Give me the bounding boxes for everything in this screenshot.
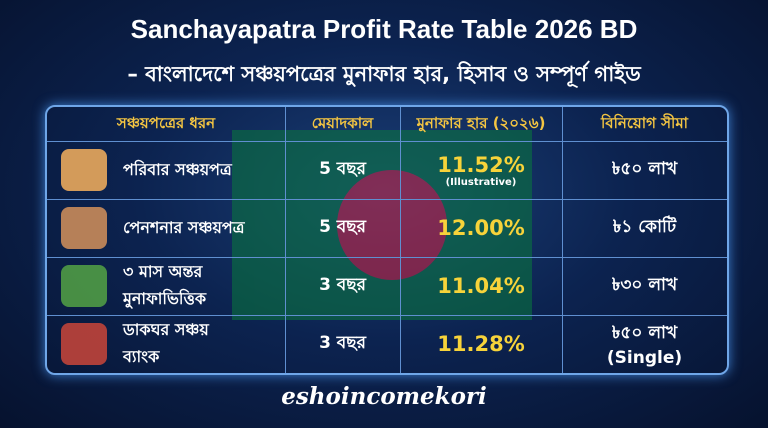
row-icon [61,265,107,307]
column-divider [285,107,286,373]
term-cell: 3 বছর [285,315,400,373]
limit-note: (Single) [606,348,683,368]
column-header-text: বিনিয়োগ সীমা [600,113,689,132]
type-text: ব্যাংক [123,347,160,366]
type-cell: পেনশনার সঞ্চয়পত্র [47,199,285,257]
column-header: মুনাফার হার (২০২৬) [400,107,562,141]
rate-cell: 11.52% (Illustrative) [400,141,562,199]
rate-cell: 11.04% [400,257,562,315]
rate-text: 11.28% [437,332,525,356]
column-header: বিনিয়োগ সীমা [562,107,727,141]
brand: eshoincomekori [281,383,487,410]
row-divider [47,257,727,258]
subtitle: – বাংলাদেশে সঞ্চয়পত্রের মুনাফার হার, হি… [127,62,641,86]
limit-cell: ৳৫০ লাখ [562,141,727,199]
rate-text: 12.00% [437,216,525,240]
limit-cell: ৳৩০ লাখ [562,257,727,315]
row-icon [61,207,107,249]
row-icon [61,323,107,365]
term-text: 5 বছর [319,217,366,237]
limit-cell: ৳৫০ লাখ (Single) [562,315,727,373]
row-divider [47,141,727,142]
flag-background [232,130,532,320]
type-cell: পরিবার সঞ্চয়পত্র [47,141,285,199]
type-text: ডাকঘর সঞ্চয় [123,320,209,339]
row-divider [47,199,727,200]
row-icon [61,149,107,191]
type-cell: ৩ মাস অন্তর মুনাফাভিত্তিক [47,257,285,315]
limit-cell: ৳১ কোটি [562,199,727,257]
term-text: 3 বছর [319,275,366,295]
limit-text: ৳৩০ লাখ [611,275,678,295]
row-divider [47,315,727,316]
title: Sanchayapatra Profit Rate Table 2026 BD [130,14,638,44]
term-text: 5 বছর [319,159,366,179]
rate-cell: 11.28% [400,315,562,373]
column-header-text: মেয়াদকাল [311,113,374,132]
term-cell: 5 বছর [285,199,400,257]
column-header-text: সঞ্চয়পত্রের ধরন [116,113,216,132]
type-text: পেনশনার সঞ্চয়পত্র [123,217,245,237]
column-header: মেয়াদকাল [285,107,400,141]
term-cell: 5 বছর [285,141,400,199]
column-divider [400,107,401,373]
limit-text: ৳৫০ লাখ [611,159,678,179]
rate-note: (Illustrative) [445,176,517,188]
rate-cell: 12.00% [400,199,562,257]
limit-text: ৳১ কোটি [612,217,677,237]
column-header: সঞ্চয়পত্রের ধরন [47,107,285,141]
rate-text: 11.04% [437,274,525,298]
rate-table: সঞ্চয়পত্রের ধরন মেয়াদকাল মুনাফার হার (২০… [45,105,729,375]
column-header-text: মুনাফার হার (২০২৬) [416,113,546,132]
term-text: 3 বছর [319,333,366,353]
limit-text: ৳৫০ লাখ [611,323,678,343]
rate-text: 11.52% [437,152,525,177]
term-cell: 3 বছর [285,257,400,315]
type-text: ৩ মাস অন্তর [123,262,203,281]
type-cell: ডাকঘর সঞ্চয় ব্যাংক [47,315,285,373]
type-text: মুনাফাভিত্তিক [123,289,207,308]
type-text: পরিবার সঞ্চয়পত্র [123,159,232,179]
column-divider [562,107,563,373]
